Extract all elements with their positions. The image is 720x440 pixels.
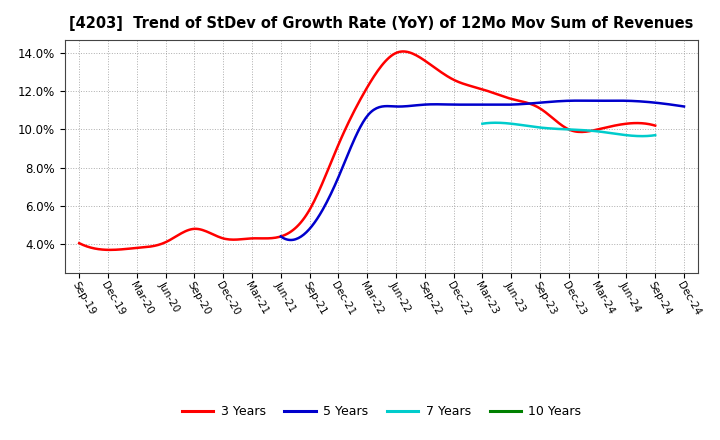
5 Years (276, 234, 285, 239)
3 Years (564, 127, 573, 132)
3 Years (651, 123, 660, 128)
Legend: 3 Years, 5 Years, 7 Years, 10 Years: 3 Years, 5 Years, 7 Years, 10 Years (177, 400, 586, 423)
5 Years (619, 98, 628, 103)
3 Years (420, 58, 428, 63)
5 Years (680, 104, 688, 109)
3 Years (77, 242, 86, 247)
3 Years (600, 125, 609, 130)
5 Years (286, 237, 294, 242)
5 Years (516, 102, 525, 107)
5 Years (525, 101, 534, 106)
3 Years (106, 247, 114, 253)
5 Years (575, 98, 583, 103)
7 Years (651, 132, 660, 138)
7 Years (479, 121, 487, 126)
Title: [4203]  Trend of StDev of Growth Rate (YoY) of 12Mo Mov Sum of Revenues: [4203] Trend of StDev of Growth Rate (Yo… (69, 16, 694, 32)
7 Years (585, 128, 593, 133)
3 Years (431, 66, 440, 71)
3 Years (422, 59, 431, 64)
5 Years (278, 235, 287, 240)
7 Years (582, 128, 590, 133)
7 Years (491, 120, 500, 125)
7 Years (581, 128, 590, 133)
7 Years (624, 133, 633, 138)
3 Years (398, 49, 407, 54)
5 Years (518, 102, 526, 107)
7 Years (635, 133, 644, 139)
7 Years (638, 133, 647, 139)
Line: 7 Years: 7 Years (482, 123, 655, 136)
5 Years (644, 99, 653, 105)
Line: 5 Years: 5 Years (281, 101, 684, 240)
Line: 3 Years: 3 Years (79, 51, 655, 250)
3 Years (75, 241, 84, 246)
7 Years (478, 121, 487, 126)
